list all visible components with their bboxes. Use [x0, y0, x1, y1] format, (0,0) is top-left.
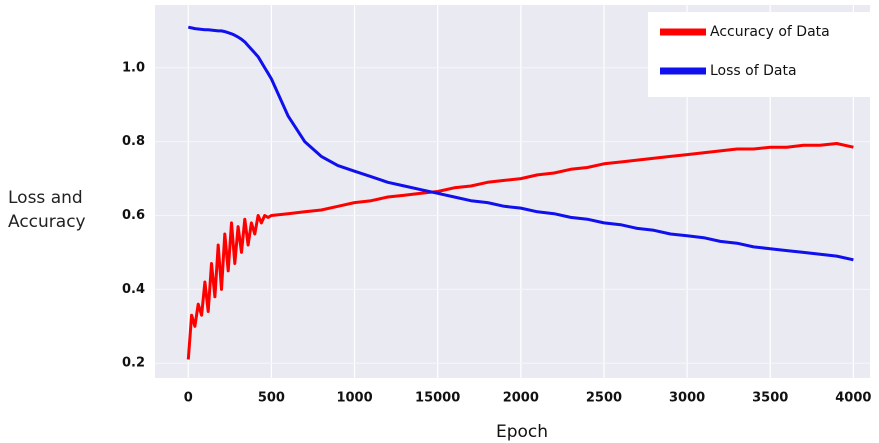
x-axis-label: Epoch — [496, 422, 548, 442]
x-tick-label: 2000 — [503, 391, 539, 406]
y-tick-label: 0.2 — [122, 356, 145, 371]
y-tick-label: 0.4 — [122, 282, 145, 297]
x-tick-label: 2500 — [586, 391, 622, 406]
legend-box — [648, 12, 870, 97]
series-line — [187, 25, 854, 262]
x-tick-label: 3000 — [669, 391, 705, 406]
y-tick-label: 0.6 — [122, 208, 145, 223]
x-tick-label: 1000 — [336, 391, 372, 406]
y-tick-label: 0.8 — [122, 134, 145, 149]
x-tick-label: 500 — [258, 391, 285, 406]
series-line — [186, 142, 854, 360]
legend-label: Loss of Data — [710, 63, 797, 79]
y-axis-label: Loss and Accuracy — [8, 188, 86, 232]
x-tick-label: 15000 — [415, 391, 460, 406]
legend: Accuracy of Data Loss of Data — [648, 12, 870, 97]
x-tick-label: 0 — [184, 391, 193, 406]
x-tick-label: 4000 — [835, 391, 871, 406]
legend-label: Accuracy of Data — [710, 24, 830, 40]
y-tick-label: 1.0 — [122, 60, 145, 75]
x-tick-label: 3500 — [752, 391, 788, 406]
